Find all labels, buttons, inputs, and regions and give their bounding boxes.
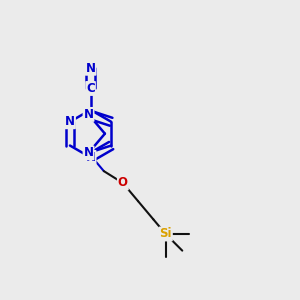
Text: N: N xyxy=(65,115,75,128)
Text: N: N xyxy=(85,62,96,75)
Text: C: C xyxy=(86,82,95,95)
Text: N: N xyxy=(85,151,96,164)
Text: Si: Si xyxy=(159,227,172,241)
Text: O: O xyxy=(118,176,128,190)
Text: N: N xyxy=(83,108,94,121)
Text: N: N xyxy=(83,146,94,159)
